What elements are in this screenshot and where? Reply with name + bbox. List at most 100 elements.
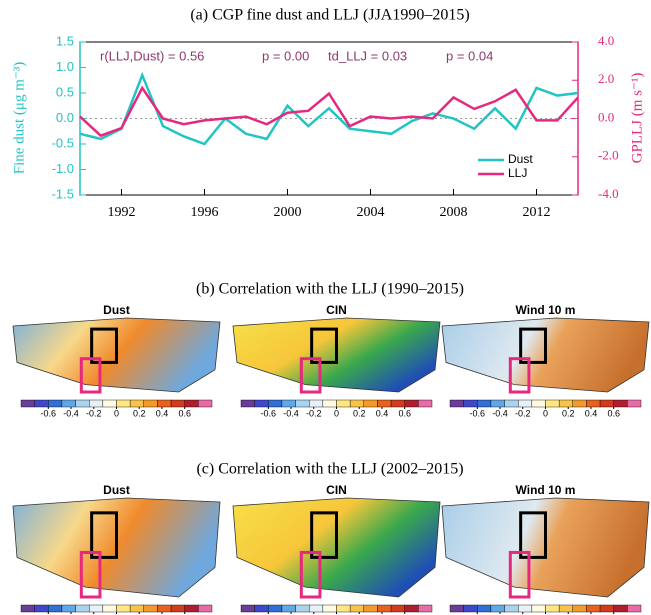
colorbar-cell <box>490 604 505 613</box>
colorbar-cell <box>531 399 546 408</box>
x-tick-label: 2004 <box>357 205 385 220</box>
colorbar-cell <box>89 604 104 613</box>
colorbar-cell <box>363 604 378 613</box>
colorbar-tick-label: -0.4 <box>63 408 79 418</box>
colorbar-tick-label: 0.4 <box>376 408 389 418</box>
colorbar-cell <box>322 604 337 613</box>
chart-title: (a) CGP fine dust and LLJ (JJA1990–2015) <box>190 7 469 24</box>
y-tick-label: -1.5 <box>52 186 74 201</box>
colorbar-cell <box>75 399 90 408</box>
colorbar-cell <box>184 604 199 613</box>
colorbar-cell <box>518 604 533 613</box>
colorbar-tick-label: 0.4 <box>156 613 169 615</box>
colorbar-tick-label: 0 <box>543 613 548 615</box>
x-tick-label: 1992 <box>108 205 136 220</box>
annotation: r(LLJ,Dust) = 0.56 <box>100 48 204 63</box>
colorbar-tick-label: 0 <box>114 408 119 418</box>
x-tick-label: 1996 <box>191 205 219 220</box>
colorbar-cell <box>240 399 255 408</box>
colorbar-tick-label: 0.6 <box>178 613 191 615</box>
colorbar-tick-label: -0.4 <box>283 408 299 418</box>
region-box <box>310 511 339 559</box>
colorbar-tick-label: -0.6 <box>41 613 57 615</box>
y-axis-label: Fine dust (μg m⁻³) <box>11 62 27 175</box>
colorbar-tick-label: -0.4 <box>492 613 508 615</box>
series-line <box>79 71 579 146</box>
colorbar-tick-label: 0 <box>334 613 339 615</box>
map-title: Wind 10 m <box>516 303 576 317</box>
panel-title: (b) Correlation with the LLJ (1990–2015) <box>196 281 464 298</box>
colorbar-cell <box>61 399 76 408</box>
colorbar-cell <box>627 604 642 613</box>
legend-label: LLJ <box>508 166 527 180</box>
annotation: p = 0.00 <box>262 48 309 63</box>
colorbar-tick-label: 0 <box>114 613 119 615</box>
colorbar-cell <box>377 604 392 613</box>
map-title: Dust <box>103 483 130 497</box>
panel-title: (c) Correlation with the LLJ (2002–2015) <box>196 461 463 478</box>
colorbar-tick-label: -0.2 <box>306 408 322 418</box>
map-title: Dust <box>103 303 130 317</box>
colorbar-tick-label: 0.2 <box>133 408 146 418</box>
colorbar-cell <box>309 399 324 408</box>
colorbar-tick-label: -0.4 <box>283 613 299 615</box>
colorbar-cell <box>572 604 587 613</box>
y-tick-label: -0.5 <box>52 135 74 150</box>
colorbar-cell <box>363 399 378 408</box>
region-box <box>299 357 322 394</box>
x-tick-label: 2008 <box>440 205 468 220</box>
colorbar-cell <box>627 399 642 408</box>
y2-tick-label: -4.0 <box>598 186 619 201</box>
map-title: CIN <box>326 483 347 497</box>
colorbar-cell <box>116 604 131 613</box>
colorbar-cell <box>268 399 283 408</box>
colorbar-cell <box>116 399 131 408</box>
region-box <box>299 550 322 599</box>
colorbar-tick-label: 0.4 <box>376 613 389 615</box>
colorbar-cell <box>295 399 310 408</box>
colorbar-tick-label: 0.6 <box>607 613 620 615</box>
region-box <box>508 550 531 599</box>
region-box <box>79 550 102 599</box>
colorbar-cell <box>463 399 478 408</box>
colorbar-cell <box>390 399 405 408</box>
colorbar-tick-label: 0.2 <box>562 408 575 418</box>
colorbar-cell <box>102 604 117 613</box>
colorbar-cell <box>463 604 478 613</box>
colorbar-tick-label: 0.2 <box>562 613 575 615</box>
y2-tick-label: -2.0 <box>598 148 619 163</box>
annotation: p = 0.04 <box>446 48 493 63</box>
colorbar-cell <box>170 604 185 613</box>
colorbar-cell <box>404 399 419 408</box>
colorbar-cell <box>377 399 392 408</box>
colorbar-tick-label: -0.4 <box>492 408 508 418</box>
colorbar-cell <box>545 604 560 613</box>
legend-label: Dust <box>508 152 533 166</box>
colorbar-cell <box>48 604 63 613</box>
colorbar-cell <box>254 399 269 408</box>
colorbar-tick-label: -0.2 <box>86 408 102 418</box>
colorbar-cell <box>404 604 419 613</box>
colorbar-tick-label: 0.2 <box>353 408 366 418</box>
colorbar-cell <box>504 399 519 408</box>
region-box <box>90 327 119 364</box>
y2-axis-label: GPLLJ (m s⁻¹) <box>629 73 645 164</box>
y-tick-label: 1.5 <box>56 33 74 48</box>
colorbar-cell <box>268 604 283 613</box>
colorbar-cell <box>449 399 464 408</box>
colorbar-tick-label: 0.2 <box>353 613 366 615</box>
colorbar-cell <box>504 604 519 613</box>
colorbar-cell <box>75 604 90 613</box>
map-title: Wind 10 m <box>516 483 576 497</box>
colorbar-cell <box>545 399 560 408</box>
region-box <box>508 357 531 394</box>
colorbar-cell <box>143 399 158 408</box>
map-title: CIN <box>326 303 347 317</box>
colorbar-cell <box>157 399 172 408</box>
x-tick-label: 2012 <box>523 205 551 220</box>
colorbar-cell <box>34 604 49 613</box>
colorbar-cell <box>558 399 573 408</box>
colorbar-cell <box>477 399 492 408</box>
colorbar-tick-label: -0.6 <box>261 613 277 615</box>
